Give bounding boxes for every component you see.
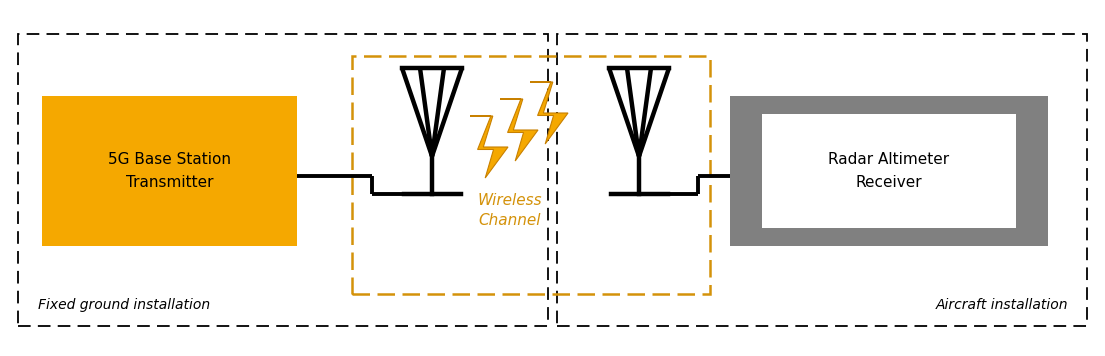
Text: Wireless
Channel: Wireless Channel (477, 193, 543, 228)
FancyBboxPatch shape (42, 96, 297, 246)
Polygon shape (530, 82, 568, 144)
Text: Radar Altimeter
Receiver: Radar Altimeter Receiver (829, 152, 949, 190)
FancyBboxPatch shape (762, 114, 1015, 228)
FancyBboxPatch shape (730, 96, 1048, 246)
Polygon shape (470, 116, 508, 178)
Text: Fixed ground installation: Fixed ground installation (38, 298, 210, 312)
Text: Aircraft installation: Aircraft installation (936, 298, 1069, 312)
Polygon shape (499, 99, 538, 161)
Text: 5G Base Station
Transmitter: 5G Base Station Transmitter (108, 152, 231, 190)
